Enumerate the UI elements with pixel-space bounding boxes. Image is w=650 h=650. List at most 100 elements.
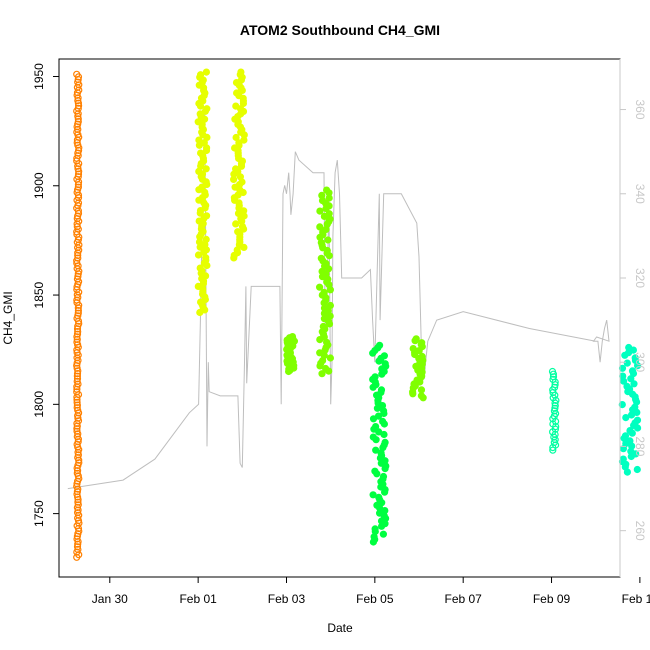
data-point bbox=[417, 386, 426, 394]
data-point bbox=[381, 438, 389, 446]
data-point bbox=[195, 136, 203, 144]
data-point bbox=[73, 488, 82, 496]
data-point bbox=[197, 71, 205, 79]
y-tick-label: 1850 bbox=[32, 281, 46, 308]
data-point bbox=[74, 498, 82, 506]
data-point bbox=[418, 339, 426, 347]
data-point bbox=[74, 501, 82, 509]
flight-cluster-3 bbox=[230, 68, 248, 262]
data-point bbox=[376, 341, 384, 349]
data-point bbox=[325, 210, 333, 218]
data-point bbox=[549, 375, 557, 383]
data-point bbox=[232, 220, 240, 228]
data-point bbox=[626, 427, 634, 435]
data-point bbox=[630, 380, 638, 388]
data-point bbox=[409, 345, 417, 353]
data-point bbox=[551, 404, 559, 412]
x-axis-label: Date bbox=[327, 621, 353, 635]
data-point bbox=[318, 191, 326, 199]
data-point bbox=[619, 455, 627, 463]
data-point bbox=[74, 540, 82, 548]
data-point bbox=[232, 133, 240, 142]
data-point bbox=[73, 509, 82, 517]
data-point bbox=[232, 102, 240, 110]
data-point bbox=[73, 493, 82, 501]
data-point bbox=[73, 543, 82, 551]
data-point bbox=[322, 364, 330, 373]
data-point bbox=[326, 301, 334, 310]
data-point bbox=[73, 490, 81, 498]
data-point bbox=[74, 78, 82, 86]
data-point bbox=[73, 330, 82, 338]
grey-series-line bbox=[67, 109, 610, 490]
data-point bbox=[197, 149, 205, 157]
data-point bbox=[73, 401, 82, 409]
y-tick-label: 1750 bbox=[32, 500, 46, 527]
data-point bbox=[73, 427, 81, 435]
x-tick-label: Feb 01 bbox=[179, 592, 217, 606]
data-point bbox=[621, 432, 630, 440]
data-point bbox=[73, 259, 81, 267]
data-point bbox=[288, 333, 297, 341]
data-point bbox=[73, 385, 81, 393]
x-axis: Jan 30 Feb 01 Feb 03 Feb 05 Feb 07 Feb 09 Feb … bbox=[92, 577, 650, 606]
flight-cluster-2 bbox=[194, 68, 211, 317]
data-point bbox=[618, 401, 626, 409]
y2-tick-label: 320 bbox=[633, 268, 647, 288]
data-point bbox=[202, 165, 210, 173]
data-point bbox=[74, 102, 83, 110]
data-point bbox=[74, 146, 83, 154]
data-point bbox=[74, 170, 83, 178]
data-point bbox=[318, 370, 326, 378]
data-point bbox=[73, 388, 81, 396]
data-point bbox=[202, 68, 210, 76]
flight-cluster-5 bbox=[316, 186, 334, 378]
data-point bbox=[372, 423, 380, 431]
data-point bbox=[73, 372, 82, 380]
flight-series-layer bbox=[73, 68, 642, 561]
data-point bbox=[326, 354, 334, 362]
data-point bbox=[623, 382, 631, 390]
data-point bbox=[631, 354, 639, 362]
data-point bbox=[74, 117, 82, 126]
data-point bbox=[74, 451, 83, 459]
data-point bbox=[316, 223, 324, 231]
data-point bbox=[626, 437, 634, 445]
data-point bbox=[74, 406, 82, 414]
y2-tick-label: 260 bbox=[633, 521, 647, 541]
data-point bbox=[202, 235, 210, 243]
data-point bbox=[371, 373, 379, 381]
data-point bbox=[73, 370, 82, 378]
data-point bbox=[74, 328, 82, 336]
data-point bbox=[73, 375, 82, 383]
data-point bbox=[319, 322, 327, 331]
data-point bbox=[379, 417, 387, 425]
y-tick-label: 1900 bbox=[32, 172, 46, 199]
data-point bbox=[74, 251, 82, 259]
data-point bbox=[633, 465, 641, 474]
y-axis-label: CH4_GMI bbox=[1, 291, 15, 344]
data-point bbox=[371, 467, 379, 475]
data-point bbox=[74, 414, 82, 422]
data-point bbox=[74, 115, 82, 123]
data-point bbox=[74, 112, 82, 120]
data-point bbox=[74, 183, 83, 191]
data-point bbox=[234, 228, 242, 236]
y2-tick-label: 300 bbox=[633, 352, 647, 372]
data-point bbox=[74, 443, 82, 451]
data-point bbox=[75, 459, 83, 467]
data-point bbox=[73, 425, 81, 433]
data-point bbox=[371, 525, 379, 533]
chart-title: ATOM2 Southbound CH4_GMI bbox=[240, 22, 440, 38]
data-point bbox=[628, 367, 637, 375]
data-point bbox=[551, 402, 559, 410]
data-point bbox=[73, 338, 81, 346]
y2-tick-label: 360 bbox=[633, 99, 647, 119]
grey-series-layer bbox=[67, 109, 610, 490]
data-point bbox=[417, 392, 425, 400]
data-point bbox=[74, 254, 82, 262]
data-point bbox=[73, 70, 81, 78]
data-point bbox=[379, 472, 388, 481]
data-point bbox=[381, 360, 389, 368]
